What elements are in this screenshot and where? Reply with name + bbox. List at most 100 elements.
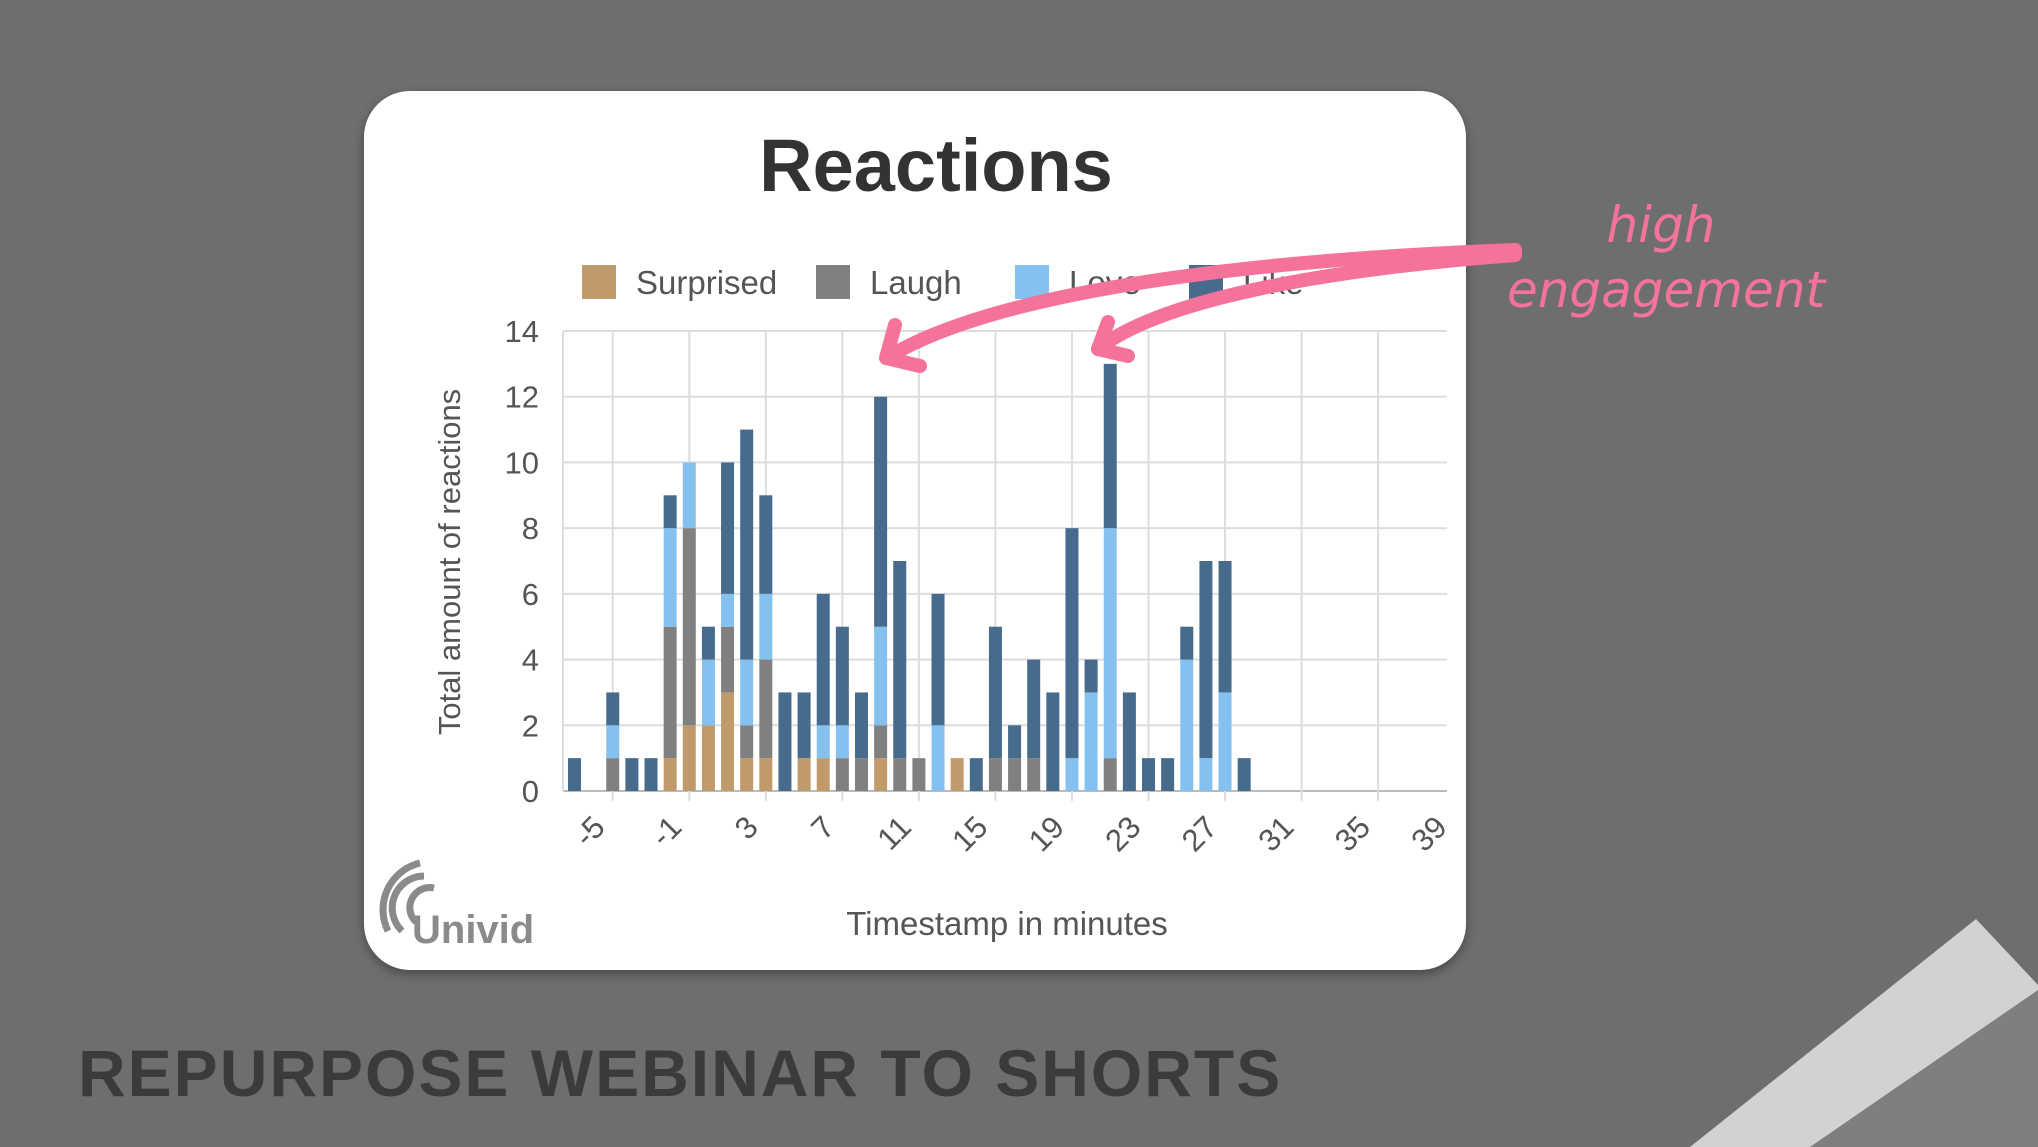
- bar-like: [644, 758, 658, 791]
- chart-card: Reactions Surprised Laugh Love Like 0 2 4 6 8 10…: [364, 91, 1466, 970]
- univid-logo: Univid: [379, 859, 534, 952]
- bar-laugh: [606, 758, 620, 791]
- legend-swatch-like: [1189, 265, 1223, 299]
- bar-laugh: [663, 626, 677, 759]
- bar-like: [625, 758, 639, 791]
- bar-love: [931, 725, 945, 791]
- bar-like: [1161, 758, 1175, 791]
- x-tick-label: 11: [870, 809, 918, 857]
- bar-love: [1065, 758, 1079, 791]
- x-tick-label: 31: [1251, 809, 1300, 858]
- bar-surprised: [663, 758, 677, 791]
- bar-like: [778, 692, 792, 791]
- bar-love: [1218, 692, 1232, 791]
- bar-like: [1218, 561, 1232, 693]
- bar-love: [721, 593, 735, 627]
- bar-like: [816, 593, 830, 726]
- bar-like: [1103, 363, 1117, 529]
- bar-love: [1199, 758, 1213, 791]
- x-axis-label: Timestamp in minutes: [846, 905, 1168, 942]
- x-tick-label: 7: [804, 809, 841, 846]
- bar-love: [701, 659, 715, 726]
- bar-love: [1180, 659, 1194, 791]
- bar-love: [1084, 692, 1098, 791]
- x-axis-ticks: -5 -1 3 7 11 15 19 23 27 31 35 39: [567, 809, 1453, 858]
- bar-like: [874, 396, 888, 627]
- bar-like: [1027, 659, 1041, 759]
- bar-like: [1199, 561, 1213, 759]
- bar-like: [721, 462, 735, 594]
- bar-like: [931, 593, 945, 726]
- bar-laugh: [740, 725, 754, 759]
- y-tick-label: 12: [505, 380, 539, 415]
- bar-like: [893, 561, 907, 759]
- bar-laugh: [912, 758, 926, 791]
- bar-like: [1142, 758, 1156, 791]
- x-tick-label: 27: [1175, 809, 1224, 858]
- bar-surprised: [701, 725, 715, 791]
- bar-laugh: [682, 528, 696, 726]
- bar-like: [1180, 626, 1194, 660]
- bar-laugh: [874, 725, 888, 759]
- bar-laugh: [1008, 758, 1022, 791]
- bar-like: [663, 495, 677, 529]
- bar-laugh: [1027, 758, 1041, 791]
- y-tick-label: 10: [505, 445, 539, 480]
- legend-swatch-love: [1015, 265, 1049, 299]
- bar-love: [682, 462, 696, 529]
- legend-label-like: Like: [1243, 264, 1304, 301]
- bar-like: [567, 758, 581, 791]
- bar-like: [759, 495, 773, 594]
- logo-text: Univid: [412, 908, 534, 952]
- x-tick-label: 23: [1098, 809, 1147, 858]
- bar-surprised: [797, 758, 811, 791]
- bar-love: [835, 725, 849, 759]
- y-axis-label: Total amount of reactions: [432, 389, 467, 735]
- logo-arc-outer-icon: [379, 859, 421, 933]
- legend-swatch-laugh: [816, 265, 850, 299]
- bar-love: [759, 593, 773, 660]
- bar-laugh: [893, 758, 907, 791]
- bar-like: [606, 692, 620, 726]
- y-tick-label: 6: [522, 577, 539, 612]
- bar-love: [606, 725, 620, 759]
- bar-love: [1103, 528, 1117, 759]
- x-tick-label: 35: [1328, 809, 1377, 858]
- annotation-engagement: engagement: [1506, 261, 1826, 319]
- x-tick-label: 3: [728, 809, 765, 846]
- bar-surprised: [682, 725, 696, 791]
- slide-title: REPURPOSE WEBINAR TO SHORTS: [78, 1036, 1283, 1110]
- y-tick-label: 4: [522, 643, 539, 678]
- x-tick-label: -1: [644, 809, 688, 853]
- bar-like: [835, 626, 849, 726]
- bar-laugh: [835, 758, 849, 791]
- logo-arc-icon: [406, 884, 435, 925]
- bar-surprised: [950, 758, 964, 791]
- bar-surprised: [759, 758, 773, 791]
- x-tick-label: -5: [567, 809, 611, 853]
- bar-laugh: [988, 758, 1002, 791]
- bar-like: [1046, 692, 1060, 791]
- bar-surprised: [721, 692, 735, 791]
- bar-surprised: [816, 758, 830, 791]
- bar-like: [969, 758, 983, 791]
- y-axis-ticks: 0 2 4 6 8 10 12 14: [505, 314, 539, 809]
- bar-love: [740, 659, 754, 726]
- x-tick-label: 19: [1022, 809, 1071, 858]
- x-tick-label: 39: [1404, 809, 1453, 858]
- bar-laugh: [854, 758, 868, 791]
- bar-like: [1122, 692, 1136, 791]
- bar-like: [854, 692, 868, 759]
- bar-like: [740, 429, 754, 660]
- bars: [567, 363, 1251, 791]
- bar-love: [874, 626, 888, 726]
- bar-like: [988, 626, 1002, 759]
- y-tick-label: 0: [522, 774, 539, 809]
- chart-title: Reactions: [759, 124, 1113, 207]
- bar-love: [816, 725, 830, 759]
- logo-mark-icon: [388, 872, 425, 934]
- bar-like: [1237, 758, 1251, 791]
- bar-like: [1008, 725, 1022, 759]
- y-tick-label: 8: [522, 511, 539, 546]
